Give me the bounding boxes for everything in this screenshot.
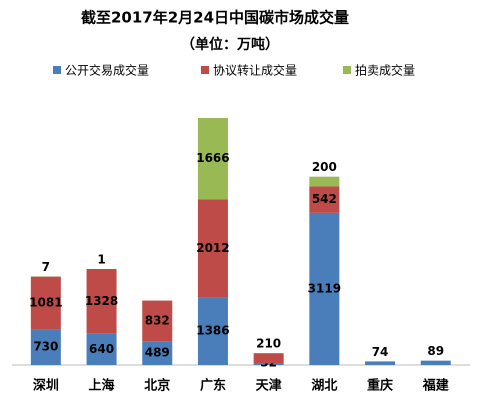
value-label: 74 <box>372 345 389 359</box>
bar-segment <box>197 297 228 365</box>
value-label: 1 <box>97 252 105 266</box>
value-label: 640 <box>89 342 114 356</box>
bar-segment <box>30 329 61 365</box>
value-label: 1666 <box>196 151 229 165</box>
x-tick-label: 深圳 <box>33 378 59 394</box>
value-label: 1081 <box>29 296 62 310</box>
bar-segment <box>197 199 228 298</box>
bar-segment <box>142 341 173 365</box>
bar-segment <box>197 118 228 200</box>
chart-title: 截至2017年2月24日中国碳市场成交量 <box>81 9 349 27</box>
bar-segment <box>309 176 340 187</box>
value-label: 7 <box>42 260 50 274</box>
legend-swatch <box>343 66 351 74</box>
x-tick-label: 天津 <box>256 378 282 394</box>
bar-segment <box>309 212 340 365</box>
legend-label: 拍卖成交量 <box>355 63 415 78</box>
value-label: 210 <box>256 337 281 351</box>
bar-segment <box>365 361 396 365</box>
legend-swatch <box>53 66 61 74</box>
x-tick-label: 广东 <box>200 378 226 394</box>
value-label: 1328 <box>85 294 118 308</box>
bar-segment <box>253 353 284 364</box>
x-tick-label: 上海 <box>89 378 115 394</box>
bar-segment <box>86 333 117 365</box>
bar-segment <box>30 276 61 330</box>
x-tick-label: 重庆 <box>367 378 393 394</box>
bar-segment <box>142 300 173 342</box>
bar-segment <box>420 360 451 365</box>
value-label: 832 <box>145 313 170 327</box>
value-label: 542 <box>312 192 337 206</box>
value-label: 3119 <box>308 281 341 295</box>
legend-label: 协议转让成交量 <box>213 63 297 78</box>
x-tick-label: 北京 <box>144 378 170 394</box>
x-tick-label: 福建 <box>422 378 449 394</box>
value-label: 2012 <box>196 241 229 255</box>
value-label: 730 <box>33 340 58 354</box>
x-tick-label: 湖北 <box>311 379 337 394</box>
legend-swatch <box>201 66 209 74</box>
bar-segment <box>253 363 284 365</box>
value-label: 89 <box>427 344 444 358</box>
value-label: 200 <box>312 160 337 174</box>
bar-segment <box>86 269 117 334</box>
value-label: 489 <box>145 346 170 360</box>
legend-label: 公开交易成交量 <box>65 63 149 78</box>
chart-subtitle: （单位：万吨） <box>181 36 279 53</box>
bar-segment <box>309 186 340 213</box>
value-label: 1386 <box>196 324 229 338</box>
